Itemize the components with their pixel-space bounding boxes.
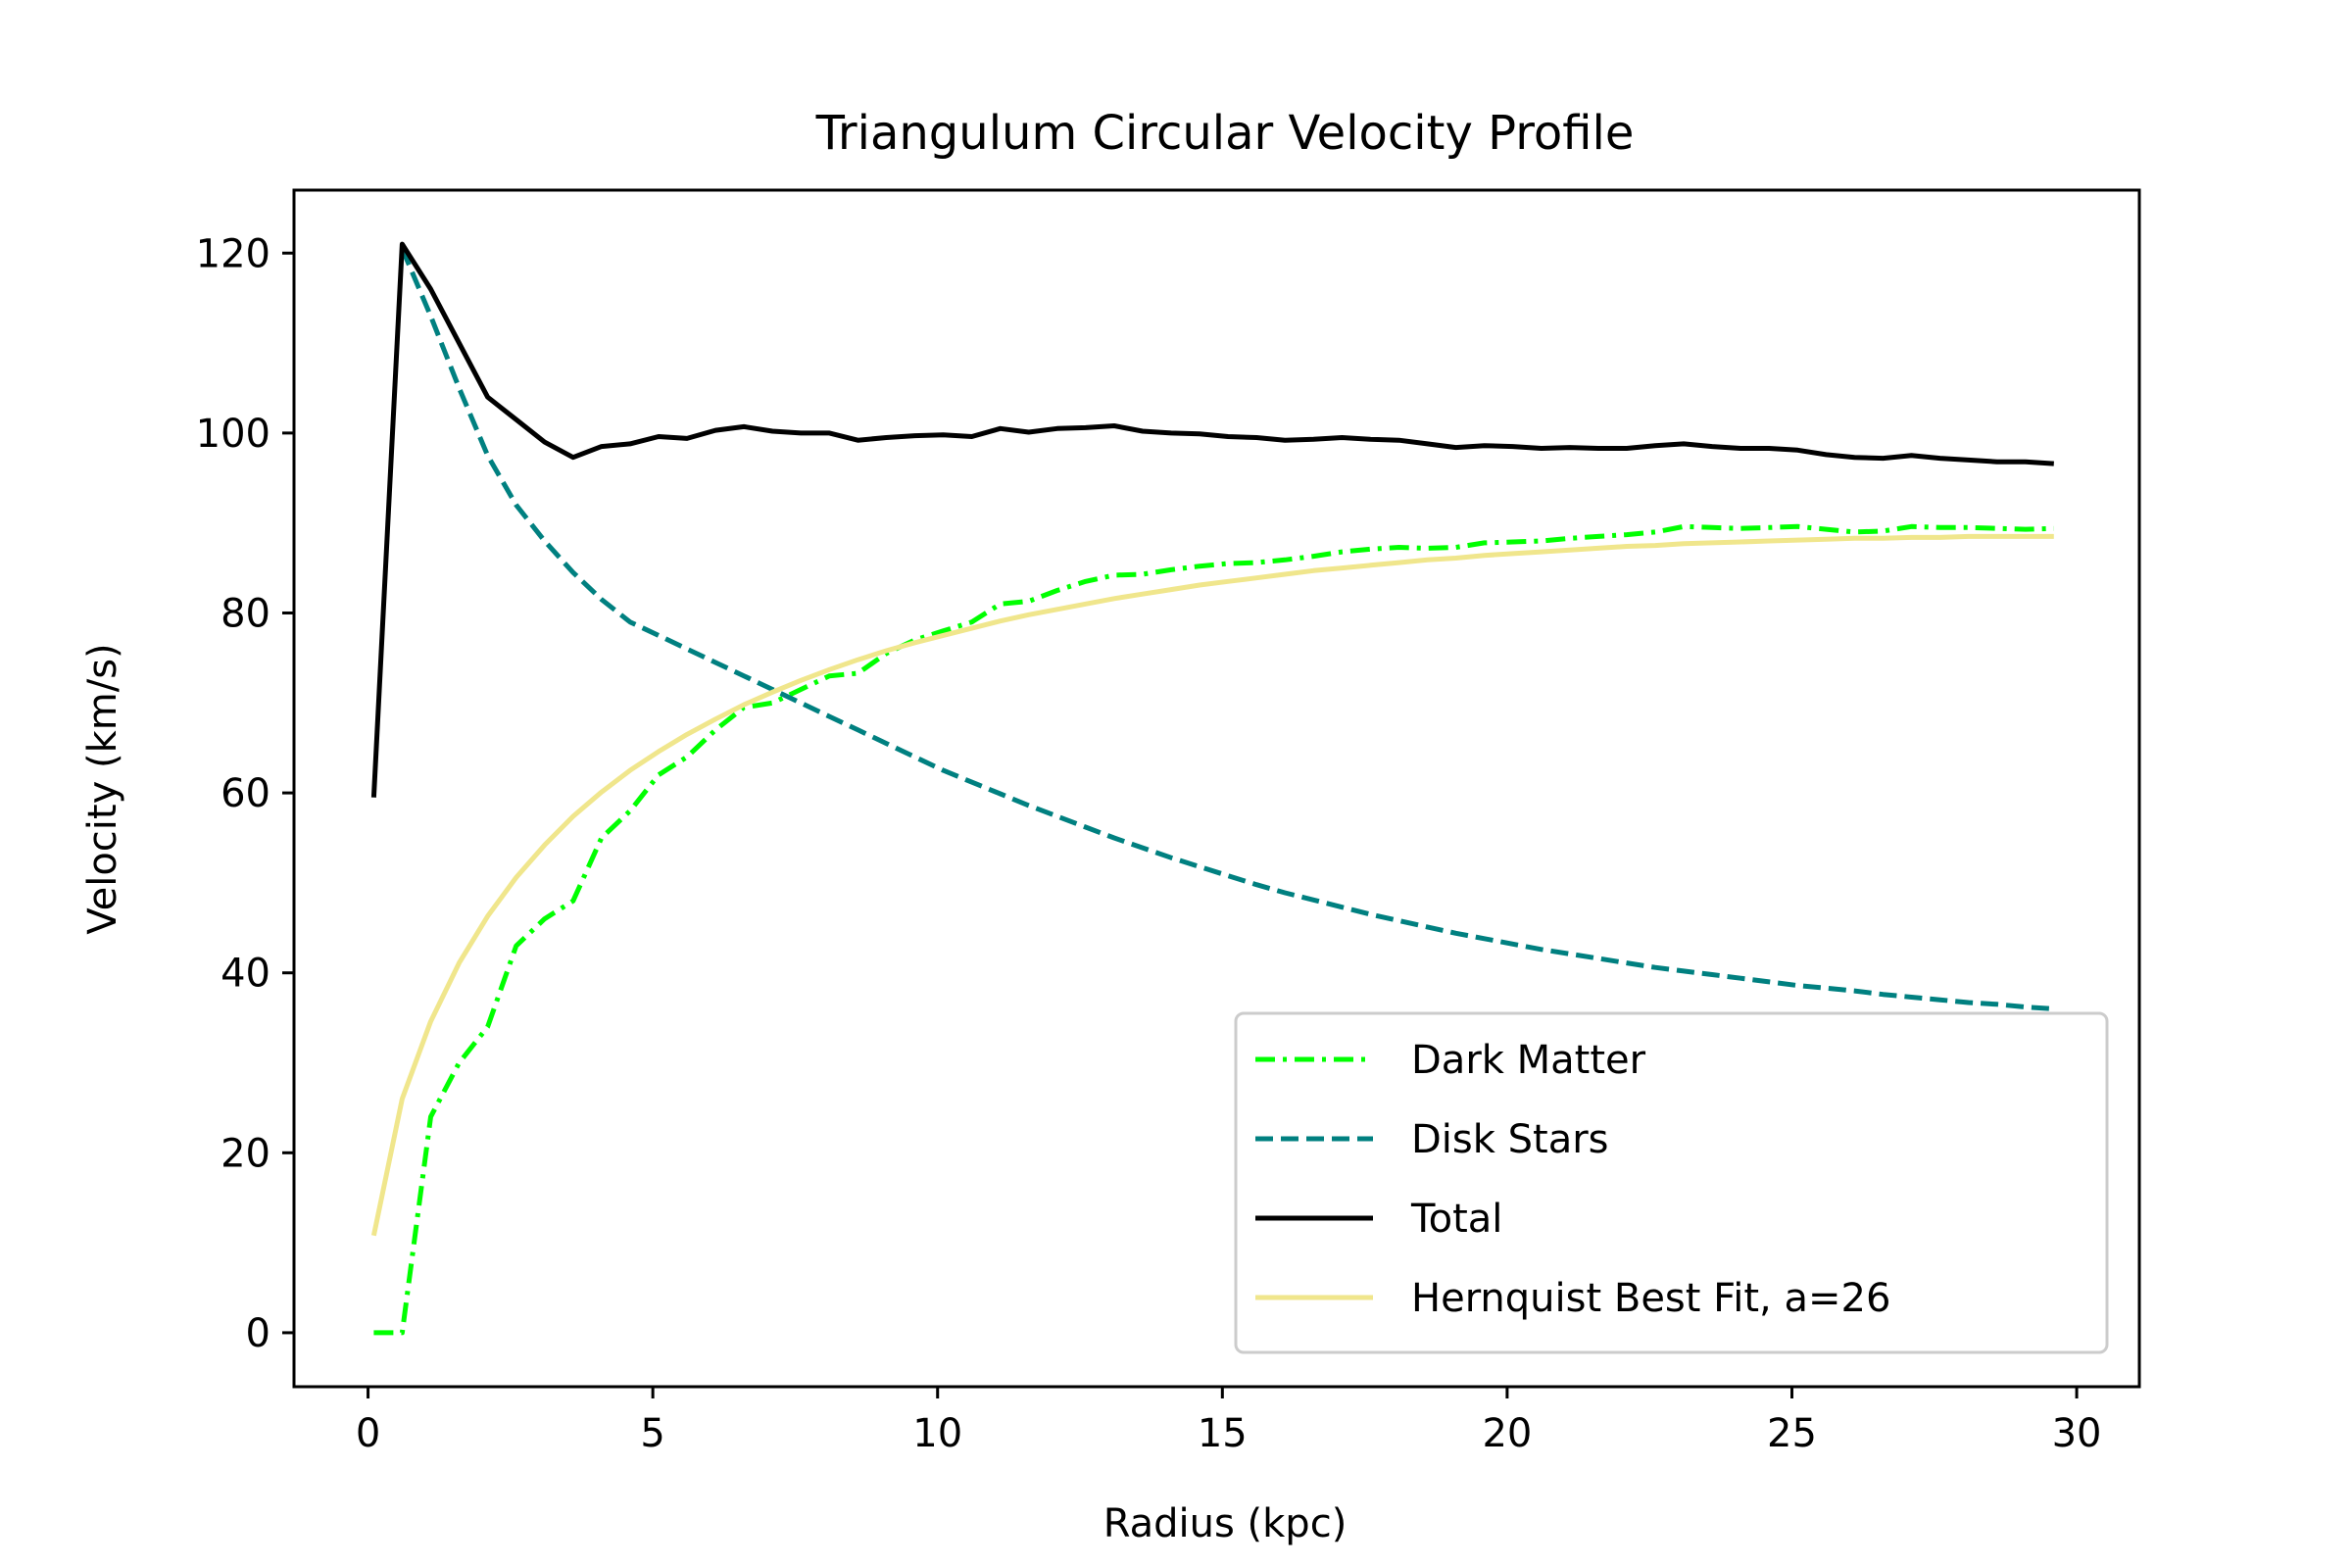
series-line-4 xyxy=(370,533,2054,1237)
y-tick-label: 20 xyxy=(220,1131,270,1176)
y-tick-label: 40 xyxy=(220,952,270,997)
y-tick-label: 0 xyxy=(246,1311,270,1356)
chart-title: Triangulum Circular Velocity Profile xyxy=(815,106,1635,161)
plot-frame xyxy=(292,188,2141,1389)
series-group xyxy=(370,241,2054,1336)
legend: Dark Matter Disk Stars Total Hernquist Best… xyxy=(1234,1011,2109,1354)
x-tick-label: 30 xyxy=(2052,1411,2102,1456)
x-axis-label: Radius (kpc) xyxy=(1103,1501,1348,1546)
y-axis-label: Velocity (km/s) xyxy=(80,643,125,934)
legend-box xyxy=(1234,1011,2109,1354)
series-line-2 xyxy=(400,247,2054,1011)
legend-label-4: Hernquist Best Fit, a=26 xyxy=(1411,1276,1890,1321)
series-line-3 xyxy=(370,241,2054,798)
x-tick-label: 15 xyxy=(1198,1411,1248,1456)
legend-label-3: Total xyxy=(1410,1197,1502,1242)
plot-area xyxy=(370,241,2054,1336)
legend-label-2: Disk Stars xyxy=(1411,1117,1609,1162)
y-tick-label: 80 xyxy=(220,591,270,636)
x-tick-label: 0 xyxy=(356,1411,380,1456)
y-tick-label: 60 xyxy=(220,771,270,816)
x-tick-label: 5 xyxy=(640,1411,664,1456)
legend-label-1: Dark Matter xyxy=(1411,1038,1646,1083)
y-tick-label: 120 xyxy=(196,231,270,276)
axes: 0 5 10 15 20 25 30 0 20 40 60 80 100 120 xyxy=(196,188,2141,1456)
x-tick-label: 10 xyxy=(912,1411,962,1456)
x-tick-label: 25 xyxy=(1767,1411,1817,1456)
series-line-1 xyxy=(373,523,2054,1336)
x-tick-label: 20 xyxy=(1482,1411,1532,1456)
y-tick-label: 100 xyxy=(196,412,270,457)
